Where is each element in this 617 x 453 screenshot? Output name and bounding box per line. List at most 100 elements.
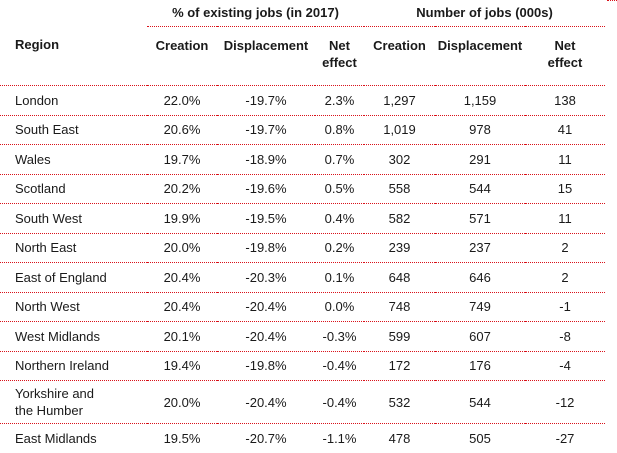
header-num-displacement: Displacement (435, 26, 525, 86)
region-cell: North East (0, 233, 147, 263)
header-num-creation: Creation (364, 26, 435, 86)
pct-displacement-cell: -20.4% (217, 292, 315, 322)
num-net-cell: 138 (525, 85, 606, 116)
num-displacement-cell: 544 (435, 380, 525, 424)
table-row: Yorkshire and the Humber 20.0% -20.4% -0.… (0, 380, 606, 424)
region-cell: Northern Ireland (0, 351, 147, 381)
table-row: London 22.0% -19.7% 2.3% 1,297 1,159 138 (0, 85, 606, 116)
num-displacement-cell: 505 (469, 430, 491, 446)
header-blank (0, 0, 147, 27)
pct-displacement-cell: -19.6% (217, 174, 315, 204)
pct-creation-cell: 20.4% (147, 262, 217, 293)
pct-net-cell: 0.4% (315, 203, 364, 234)
pct-net-cell: 0.5% (315, 174, 364, 204)
pct-net-cell: 0.8% (315, 115, 364, 145)
pct-net-cell: -0.3% (315, 321, 364, 352)
table-row: West Midlands 20.1% -20.4% -0.3% 599 607… (0, 321, 606, 352)
table-row: Northern Ireland 19.4% -19.8% -0.4% 172 … (0, 351, 606, 381)
pct-creation-cell: 20.0% (147, 233, 217, 263)
num-net-cell: 2 (525, 262, 606, 293)
num-creation-cell: 648 (364, 262, 435, 293)
header-pct-displacement: Displacement (217, 26, 315, 86)
num-creation-cell: 172 (364, 351, 435, 381)
pct-net-cell: 0.0% (315, 292, 364, 322)
table-row: Wales 19.7% -18.9% 0.7% 302 291 11 (0, 144, 606, 175)
region-cell: West Midlands (0, 321, 147, 352)
region-cell: East Midlands (15, 430, 97, 446)
pct-net-cell: -0.4% (315, 380, 364, 424)
num-net-cell: 2 (525, 233, 606, 263)
pct-creation-cell: 20.2% (147, 174, 217, 204)
pct-creation-cell: 20.4% (147, 292, 217, 322)
header-group-row: % of existing jobs (in 2017) Number of j… (0, 0, 606, 27)
num-net-cell: 11 (525, 203, 606, 234)
num-creation-cell: 239 (364, 233, 435, 263)
table-row: Scotland 20.2% -19.6% 0.5% 558 544 15 (0, 174, 606, 204)
num-creation-cell: 558 (364, 174, 435, 204)
region-cell: South West (0, 203, 147, 234)
table-row: South West 19.9% -19.5% 0.4% 582 571 11 (0, 203, 606, 234)
table-row: North West 20.4% -20.4% 0.0% 748 749 -1 (0, 292, 606, 322)
region-cell: London (0, 85, 147, 116)
table-row: East Midlands 19.5% -20.7% -1.1% 478 505… (0, 424, 605, 453)
region-cell: North West (0, 292, 147, 322)
num-creation-cell: 1,019 (364, 115, 435, 145)
pct-displacement-cell: -19.5% (217, 203, 315, 234)
num-creation-cell: 748 (364, 292, 435, 322)
top-right-rule (607, 0, 617, 2)
pct-creation-cell: 19.5% (163, 430, 201, 446)
num-displacement-cell: 607 (435, 321, 525, 352)
num-creation-cell: 478 (388, 430, 411, 446)
region-cell: Wales (0, 144, 147, 175)
header-sub-row: Region Creation Displacement Net effect C… (0, 26, 606, 86)
pct-creation-cell: 19.4% (147, 351, 217, 381)
header-region: Region (0, 26, 147, 86)
header-pct-creation: Creation (147, 26, 217, 86)
pct-net-cell: -1.1% (322, 430, 357, 446)
pct-creation-cell: 19.7% (147, 144, 217, 175)
num-displacement-cell: 571 (435, 203, 525, 234)
pct-net-cell: 0.1% (315, 262, 364, 293)
num-displacement-cell: 544 (435, 174, 525, 204)
pct-displacement-cell: -18.9% (217, 144, 315, 175)
num-displacement-cell: 237 (435, 233, 525, 263)
pct-displacement-cell: -20.4% (217, 380, 315, 424)
table-row: South East 20.6% -19.7% 0.8% 1,019 978 4… (0, 115, 606, 145)
header-num-net: Net effect (525, 26, 606, 86)
pct-creation-cell: 19.9% (147, 203, 217, 234)
num-creation-cell: 532 (364, 380, 435, 424)
pct-displacement-cell: -19.8% (217, 351, 315, 381)
pct-creation-cell: 20.0% (147, 380, 217, 424)
num-net-cell: 11 (525, 144, 606, 175)
num-net-cell: -8 (525, 321, 606, 352)
num-net-cell: -4 (525, 351, 606, 381)
region-cell: Yorkshire and the Humber (0, 380, 147, 424)
num-displacement-cell: 176 (435, 351, 525, 381)
table-row: East of England 20.4% -20.3% 0.1% 648 64… (0, 262, 606, 293)
header-pct-net: Net effect (315, 26, 364, 86)
pct-displacement-cell: -19.8% (217, 233, 315, 263)
header-group-percent: % of existing jobs (in 2017) (147, 0, 364, 27)
num-creation-cell: 302 (364, 144, 435, 175)
num-net-cell: -12 (525, 380, 606, 424)
num-creation-cell: 1,297 (364, 85, 435, 116)
num-displacement-cell: 749 (435, 292, 525, 322)
num-net-cell: -27 (555, 430, 575, 446)
pct-net-cell: 2.3% (315, 85, 364, 116)
num-displacement-cell: 291 (435, 144, 525, 175)
num-displacement-cell: 646 (435, 262, 525, 293)
region-cell: Scotland (0, 174, 147, 204)
num-net-cell: -1 (525, 292, 606, 322)
region-cell: East of England (0, 262, 147, 293)
header-group-number: Number of jobs (000s) (364, 0, 606, 27)
pct-net-cell: -0.4% (315, 351, 364, 381)
num-creation-cell: 599 (364, 321, 435, 352)
num-creation-cell: 582 (364, 203, 435, 234)
pct-creation-cell: 20.6% (147, 115, 217, 145)
pct-net-cell: 0.7% (315, 144, 364, 175)
pct-displacement-cell: -20.3% (217, 262, 315, 293)
pct-creation-cell: 22.0% (147, 85, 217, 116)
pct-net-cell: 0.2% (315, 233, 364, 263)
